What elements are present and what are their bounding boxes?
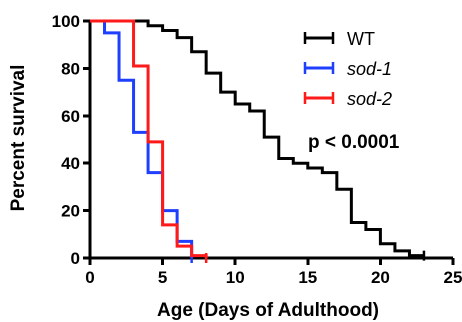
series-lines: [90, 19, 426, 263]
x-axis-title: Age (Days of Adulthood): [157, 300, 379, 321]
x-tick-label-15: 15: [298, 268, 317, 287]
x-tick-label-5: 5: [158, 268, 167, 287]
y-axis-title: Percent survival: [8, 65, 29, 212]
series-line-wt: [90, 19, 424, 258]
series-line-sod-1: [90, 19, 194, 258]
legend-label-wt: WT: [347, 29, 375, 49]
legend-label-sod-2: sod-2: [347, 89, 392, 109]
y-tick-label-80: 80: [61, 59, 80, 78]
x-ticks: 0 5 10 15 20 25: [85, 258, 462, 287]
y-ticks: 0 20 40 60 80 100: [52, 12, 90, 268]
legend-label-sod-1: sod-1: [347, 59, 392, 79]
legend: WT sod-1 sod-2: [303, 29, 392, 109]
y-tick-label-60: 60: [61, 107, 80, 126]
p-value-annotation: p < 0.0001: [308, 132, 400, 153]
x-tick-label-20: 20: [371, 268, 390, 287]
axes: 0 20 40 60 80 100 0 5 10 15 20 25: [52, 12, 462, 287]
x-tick-label-0: 0: [85, 268, 94, 287]
y-tick-label-100: 100: [52, 12, 80, 31]
x-tick-label-25: 25: [444, 268, 462, 287]
series-line-sod-2: [90, 19, 208, 258]
y-tick-label-20: 20: [61, 202, 80, 221]
x-tick-label-10: 10: [226, 268, 245, 287]
y-tick-label-0: 0: [71, 249, 80, 268]
y-tick-label-40: 40: [61, 154, 80, 173]
